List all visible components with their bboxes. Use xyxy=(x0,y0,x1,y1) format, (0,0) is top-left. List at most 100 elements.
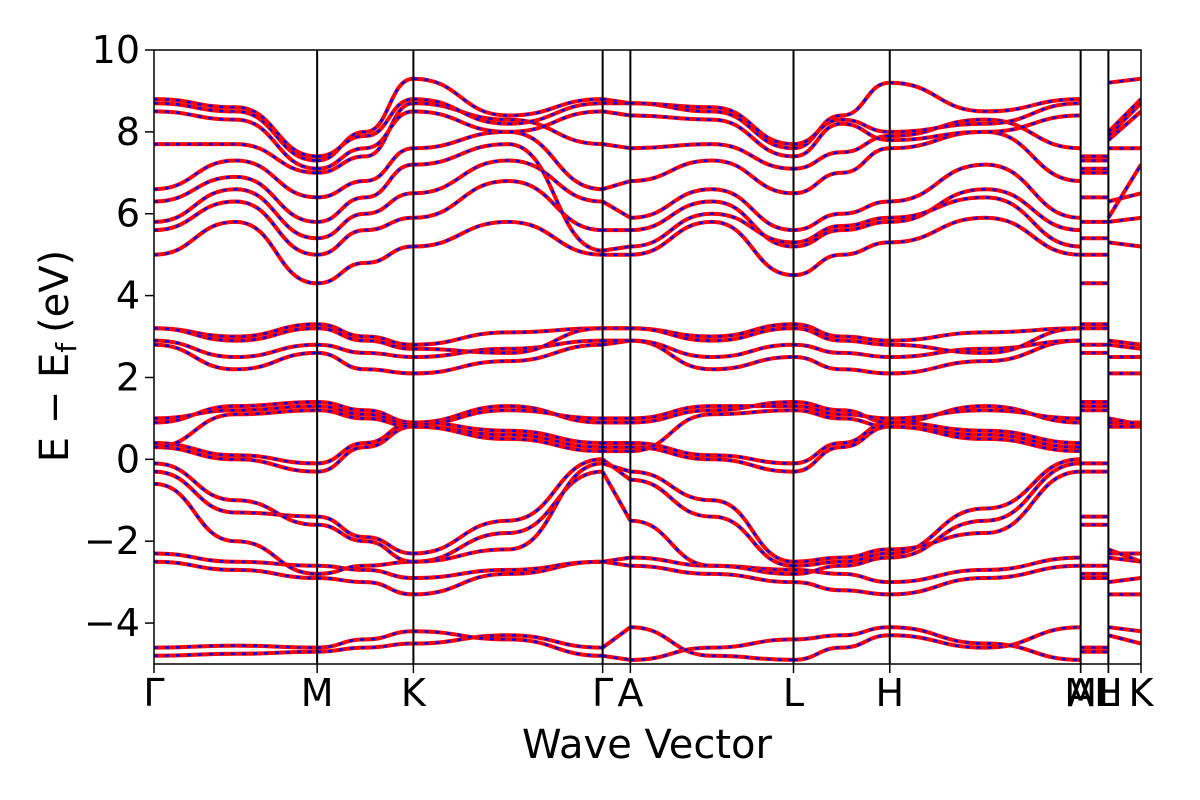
band-dash-seg1-b5 xyxy=(317,515,414,555)
band-dash-seg2-b15 xyxy=(413,327,603,355)
band-dash-seg4-b6 xyxy=(630,470,794,563)
x-tick-label-8: M xyxy=(1064,671,1097,715)
band-dash-seg3-b21 xyxy=(602,142,631,150)
band-dash-seg5-b20 xyxy=(793,146,890,195)
band-line-seg0-b9 xyxy=(154,400,318,425)
band-line-seg4-b10 xyxy=(630,404,794,421)
band-dash-seg1-b18 xyxy=(317,192,414,240)
band-line-seg6-b9 xyxy=(889,404,1081,425)
band-dash-seg0-b20 xyxy=(154,159,318,199)
x-tick-label-5: L xyxy=(783,671,804,715)
y-tick-label: 8 xyxy=(116,110,140,154)
band-line-seg8-b19 xyxy=(1106,163,1141,219)
band-dash-seg6-b18 xyxy=(889,163,1081,220)
band-line-seg2-b8 xyxy=(413,420,603,445)
band-dash-seg1-b7 xyxy=(317,425,414,473)
band-line-seg0-b12 xyxy=(154,342,318,372)
band-dash-seg2-b16 xyxy=(413,220,603,256)
band-dash-seg4-b19 xyxy=(630,212,794,248)
band-line-seg4-b1 xyxy=(630,637,794,662)
band-dash-seg6-b6 xyxy=(889,470,1081,551)
band-line-seg6-b8 xyxy=(889,420,1081,445)
band-line-seg2-b11 xyxy=(413,424,603,454)
band-line-seg8-b18 xyxy=(1107,191,1141,204)
band-dash-seg2-b23 xyxy=(413,77,603,117)
band-line-seg0-b21 xyxy=(154,142,318,175)
band-dash-seg3-b22 xyxy=(602,110,631,117)
band-line-seg5-b5 xyxy=(793,551,890,568)
band-dash-seg3-b4 xyxy=(601,470,632,522)
band-line-seg2-b23 xyxy=(413,76,603,118)
y-axis-title-unit: (eV) xyxy=(32,250,78,333)
band-dash-seg3-b19 xyxy=(602,245,631,252)
band-line-seg0-b13 xyxy=(154,338,318,360)
band-line-seg6-b2 xyxy=(889,563,1081,597)
band-dash-seg4-b16 xyxy=(630,220,794,277)
band-dash-seg2-b6 xyxy=(413,462,603,563)
band-dash-seg0-b18 xyxy=(154,187,318,240)
band-line-seg8-b15 xyxy=(1108,342,1141,351)
band-line-seg1-b3 xyxy=(317,563,414,580)
band-line-seg5-b1 xyxy=(793,625,890,642)
band-dash-seg1-b17 xyxy=(317,216,414,256)
band-dash-seg4-b11 xyxy=(630,408,794,453)
band-dash-seg6-b4 xyxy=(889,462,1081,559)
band-line-seg4-b21 xyxy=(630,142,794,171)
band-line-seg4-b7 xyxy=(630,445,794,474)
band-line-seg1-b4 xyxy=(317,559,414,576)
y-tick-label: −2 xyxy=(84,519,140,563)
band-dash-seg4-b24 xyxy=(630,101,794,146)
band-line-seg5-b9 xyxy=(793,400,890,425)
band-line-seg0-b8 xyxy=(154,441,318,466)
y-tick-label: 0 xyxy=(116,437,140,481)
band-dash-seg8-b22 xyxy=(1107,110,1141,142)
band-line-seg1-b6 xyxy=(317,522,414,564)
band-dash-seg6-b16 xyxy=(889,216,1081,256)
band-dash-seg1-b23 xyxy=(317,77,414,162)
y-axis-title: E − Ef (eV) xyxy=(32,250,83,463)
band-dash-seg3-b1 xyxy=(602,654,631,662)
y-axis-title-subscript: f xyxy=(50,342,83,353)
y-tick-label: 6 xyxy=(116,192,140,236)
band-line-seg8-b1 xyxy=(1108,625,1141,634)
band-line-seg8-b3 xyxy=(1108,576,1141,585)
band-line-seg4-b23 xyxy=(630,101,794,151)
band-line-seg2-b0 xyxy=(413,633,603,650)
band-line-seg6-b10 xyxy=(889,408,1081,421)
band-dash-seg4-b13 xyxy=(630,339,794,359)
band-dash-seg6-b5 xyxy=(889,458,1081,555)
band-dash-seg6-b21 xyxy=(889,118,1081,150)
band-line-seg1-b11 xyxy=(317,408,414,429)
x-tick-label-10: H xyxy=(1094,671,1123,715)
band-dash-seg2-b20 xyxy=(413,130,603,191)
band-line-seg1-b9 xyxy=(317,400,414,425)
band-line-seg2-b12 xyxy=(413,342,603,376)
band-line-seg4-b5 xyxy=(630,477,794,568)
band-dash-seg6-b14 xyxy=(889,327,1081,342)
band-dash-seg4-b23 xyxy=(630,101,794,150)
band-line-seg1-b14 xyxy=(317,322,414,347)
band-line-seg0-b19 xyxy=(154,174,318,224)
x-tick-label-4: A xyxy=(617,671,643,715)
band-line-seg6-b22 xyxy=(889,113,1081,143)
band-dash-seg3-b20 xyxy=(602,179,631,191)
band-line-seg8-b10 xyxy=(1108,416,1141,427)
x-tick-label-2: K xyxy=(401,671,427,715)
band-line-seg2-b16 xyxy=(413,219,603,257)
band-dash-seg6-b23 xyxy=(889,81,1081,113)
band-line-seg0-b4 xyxy=(154,481,318,576)
band-line-seg8-b16 xyxy=(1108,240,1141,249)
band-line-seg1-b20 xyxy=(317,146,414,200)
band-line-seg6-b13 xyxy=(889,338,1081,359)
band-dash-seg1-b16 xyxy=(317,245,414,285)
band-dash-seg6-b19 xyxy=(889,196,1081,248)
band-line-seg2-b21 xyxy=(413,101,603,147)
band-line-seg4-b15 xyxy=(630,326,794,343)
band-dash-seg0-b0 xyxy=(154,650,318,658)
band-line-seg0-b7 xyxy=(154,445,318,474)
band-line-seg3-b0 xyxy=(601,625,632,650)
band-dash-seg2-b18 xyxy=(413,159,603,203)
x-tick-label-3: Γ xyxy=(592,671,613,715)
band-line-seg2-b22 xyxy=(413,109,603,134)
band-dash-seg0-b17 xyxy=(154,200,318,256)
